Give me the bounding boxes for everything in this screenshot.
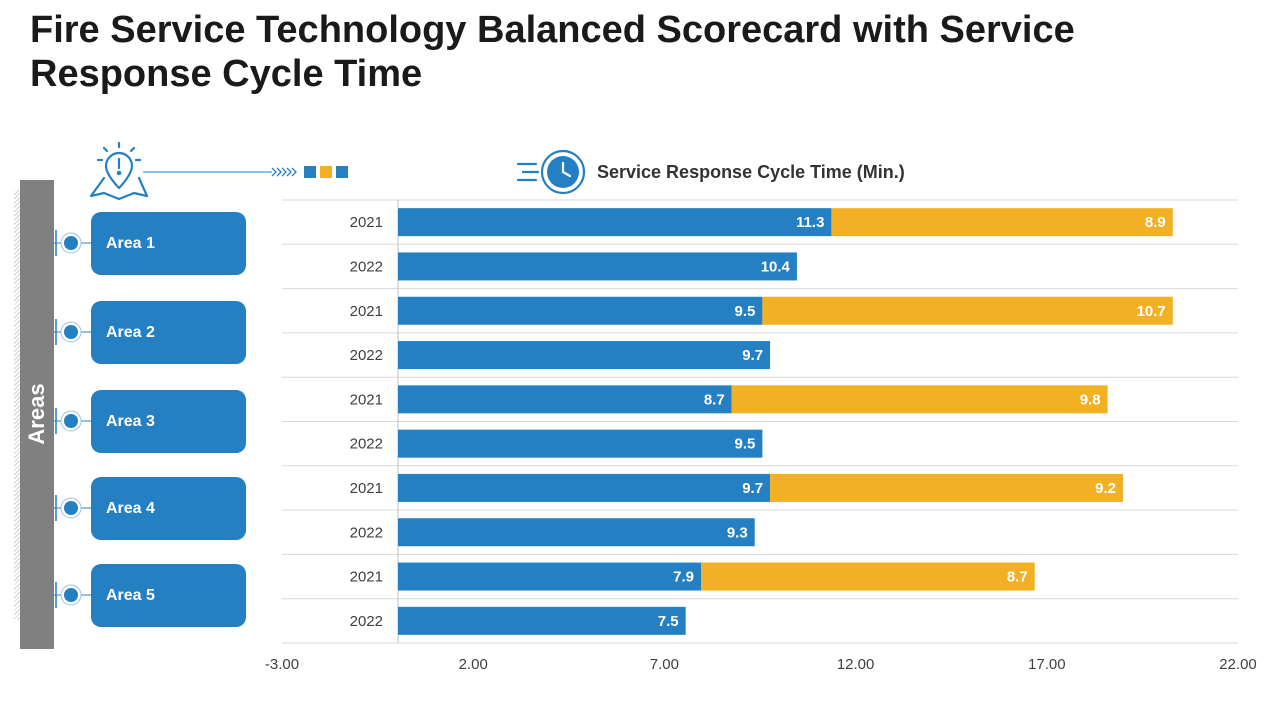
year-label: 2022 xyxy=(350,524,383,541)
data-label: 9.7 xyxy=(742,347,763,364)
x-tick-label: -3.00 xyxy=(265,656,299,673)
area-button-1[interactable]: Area 1 xyxy=(91,212,246,275)
chart-title: Service Response Cycle Time (Min.) xyxy=(597,162,905,182)
data-label: 9.3 xyxy=(727,524,748,541)
header-arrow-connector xyxy=(143,166,348,178)
bar-base xyxy=(398,606,686,635)
bar-base xyxy=(398,385,732,414)
data-label: 9.5 xyxy=(735,303,756,320)
data-label: 8.7 xyxy=(704,391,725,408)
area-button-3[interactable]: Area 3 xyxy=(91,390,246,453)
area-button-5[interactable]: Area 5 xyxy=(91,564,246,627)
bar-base xyxy=(398,341,771,370)
bar-extra xyxy=(831,208,1173,237)
sidebar-shadow xyxy=(14,190,20,620)
year-label: 2021 xyxy=(350,214,383,231)
year-label: 2021 xyxy=(350,569,383,586)
bar-extra xyxy=(770,473,1123,502)
area-connector-4 xyxy=(54,495,91,521)
page-title: Fire Service Technology Balanced Scoreca… xyxy=(30,9,1075,95)
data-label: 10.7 xyxy=(1137,303,1166,320)
data-label: 9.5 xyxy=(735,436,756,453)
x-tick-label: 22.00 xyxy=(1219,656,1257,673)
x-tick-label: 12.00 xyxy=(837,656,875,673)
area-connector-1 xyxy=(54,230,91,256)
bar-base xyxy=(398,473,771,502)
year-label: 2021 xyxy=(350,391,383,408)
bar-base xyxy=(398,518,755,547)
bar-base xyxy=(398,296,763,325)
x-tick-label: 17.00 xyxy=(1028,656,1066,673)
x-tick-label: 7.00 xyxy=(650,656,679,673)
clock-icon xyxy=(516,149,586,195)
areas-sidebar xyxy=(20,180,54,649)
year-label: 2022 xyxy=(350,347,383,364)
bar-base xyxy=(398,252,797,281)
data-label: 8.7 xyxy=(1007,569,1028,586)
bar-base xyxy=(398,429,763,458)
year-label: 2022 xyxy=(350,436,383,453)
data-label: 9.7 xyxy=(742,480,763,497)
hazard-map-icon xyxy=(89,141,149,201)
data-label: 7.5 xyxy=(658,613,679,630)
year-label: 2021 xyxy=(350,480,383,497)
bar-extra xyxy=(731,385,1108,414)
bar-extra xyxy=(701,562,1035,591)
data-label: 9.8 xyxy=(1080,391,1101,408)
data-label: 7.9 xyxy=(673,569,694,586)
x-tick-label: 2.00 xyxy=(459,656,488,673)
bar-base xyxy=(398,208,832,237)
area-button-2[interactable]: Area 2 xyxy=(91,301,246,364)
data-label: 10.4 xyxy=(761,258,791,275)
data-label: 11.3 xyxy=(796,214,824,231)
area-connector-2 xyxy=(54,319,91,345)
area-button-4[interactable]: Area 4 xyxy=(91,477,246,540)
area-connector-3 xyxy=(54,408,91,434)
bar-base xyxy=(398,562,702,591)
data-label: 8.9 xyxy=(1145,214,1166,231)
data-label: 9.2 xyxy=(1095,480,1116,497)
bar-extra xyxy=(762,296,1173,325)
year-label: 2021 xyxy=(350,303,383,320)
area-connector-5 xyxy=(54,582,91,608)
year-label: 2022 xyxy=(350,258,383,275)
year-label: 2022 xyxy=(350,613,383,630)
